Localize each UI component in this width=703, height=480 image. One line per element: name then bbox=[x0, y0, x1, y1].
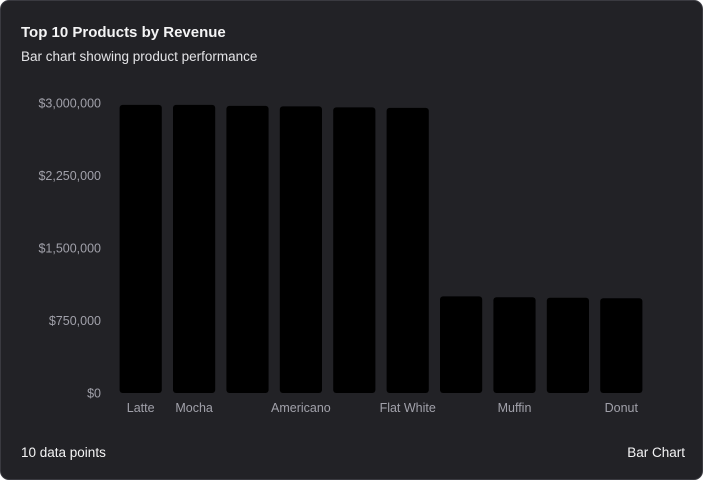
bar[interactable] bbox=[333, 107, 376, 393]
x-tick-label: Americano bbox=[271, 401, 331, 415]
y-tick-label: $0 bbox=[87, 387, 101, 401]
y-axis: $0 $750,000 $1,500,000 $2,250,000 $3,000,000 bbox=[38, 97, 101, 401]
bar-chart: $0 $750,000 $1,500,000 $2,250,000 $3,000,000… bbox=[38, 97, 643, 415]
x-tick-label: Latte bbox=[127, 401, 155, 415]
bar[interactable] bbox=[440, 296, 483, 393]
bar[interactable] bbox=[119, 104, 162, 393]
bar[interactable] bbox=[173, 104, 216, 393]
y-tick-label: $1,500,000 bbox=[38, 242, 101, 256]
x-tick-label: Flat White bbox=[380, 401, 436, 415]
bar[interactable] bbox=[226, 105, 269, 394]
bar[interactable] bbox=[600, 298, 643, 393]
chart-type-label: Bar Chart bbox=[627, 445, 685, 460]
x-tick-label: Donut bbox=[605, 401, 639, 415]
bar[interactable] bbox=[546, 297, 589, 393]
y-tick-label: $3,000,000 bbox=[38, 97, 101, 111]
chart-subtitle: Bar chart showing product performance bbox=[21, 49, 258, 64]
bar[interactable] bbox=[386, 107, 429, 393]
x-tick-label: Mocha bbox=[175, 401, 213, 415]
bars-group bbox=[119, 104, 643, 394]
y-tick-label: $750,000 bbox=[49, 314, 101, 328]
y-tick-label: $2,250,000 bbox=[38, 169, 101, 183]
bar[interactable] bbox=[279, 106, 322, 393]
bar[interactable] bbox=[493, 297, 536, 393]
data-point-count: 10 data points bbox=[21, 445, 106, 460]
x-tick-label: Muffin bbox=[498, 401, 532, 415]
chart-title: Top 10 Products by Revenue bbox=[21, 24, 226, 41]
x-axis: Latte Mocha Americano Flat White Muffin Donut bbox=[127, 401, 639, 415]
